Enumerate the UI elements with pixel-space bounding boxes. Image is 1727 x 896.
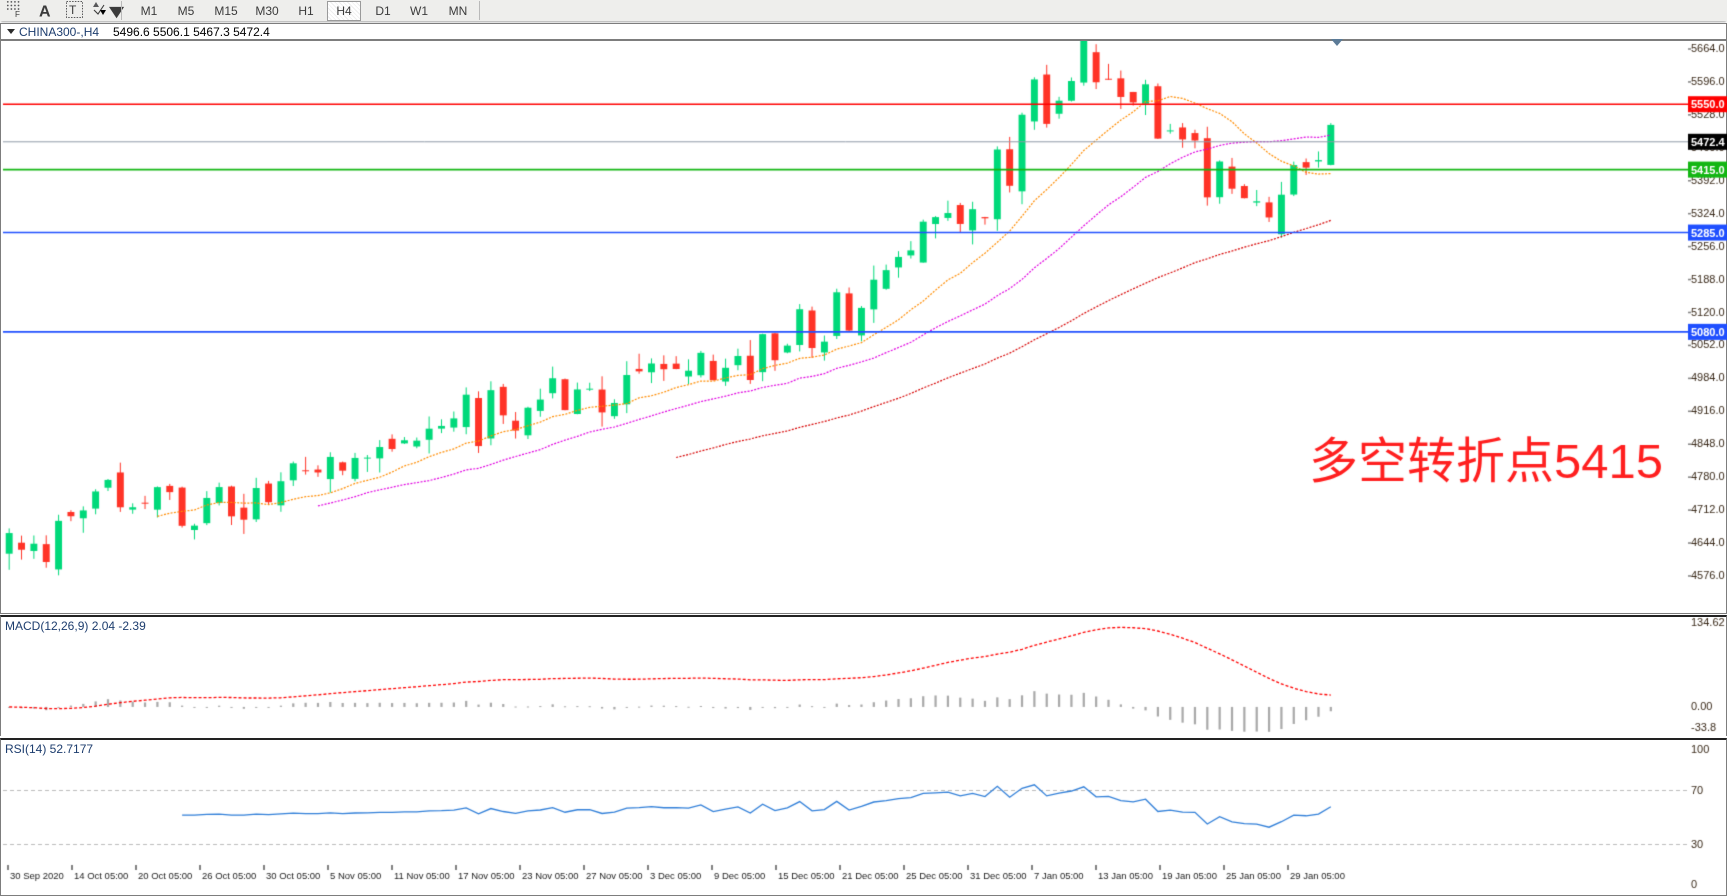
svg-text:T: T [69,3,77,17]
svg-text:A: A [39,4,51,20]
svg-text:F: F [15,10,20,18]
